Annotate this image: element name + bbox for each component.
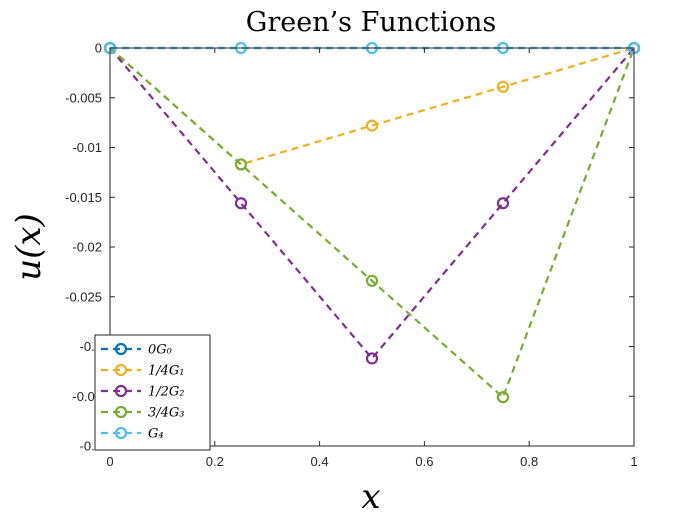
data-point <box>365 274 379 287</box>
legend-entry: 0G₀ <box>101 343 173 358</box>
y-tick-label: -0.025 <box>65 289 102 304</box>
legend-label: 0G₀ <box>148 343 173 358</box>
data-point <box>234 158 248 171</box>
data-point <box>365 352 379 365</box>
x-tick-label: 0 <box>106 454 113 469</box>
legend-label: 1/2G₂ <box>148 385 185 400</box>
legend-entry: 3/4G₃ <box>101 406 185 421</box>
data-point <box>234 197 248 210</box>
legend-box <box>94 334 211 451</box>
legend: 0G₀ 1/4G₁ 1/2G₂ 3/4G₃ G₄ <box>94 334 211 451</box>
y-tick-label: -0.02 <box>72 240 102 255</box>
legend-label: 1/4G₁ <box>148 364 185 379</box>
x-tick-label: 0.2 <box>206 454 224 469</box>
series-line <box>109 46 635 166</box>
x-axis-label: x <box>361 477 380 517</box>
legend-swatch-marker <box>114 384 128 398</box>
series-line <box>109 47 635 361</box>
data-point <box>496 197 510 210</box>
data-point <box>496 80 510 93</box>
legend-label: 3/4G₃ <box>148 406 185 421</box>
x-tick-label: 1 <box>630 454 637 469</box>
legend-swatch-marker <box>114 426 128 440</box>
x-tick-label: 0.4 <box>311 454 329 469</box>
y-tick-label: -0.01 <box>72 140 102 155</box>
legend-entry: G₄ <box>101 427 164 442</box>
legend-entry: 1/2G₂ <box>101 385 185 400</box>
y-axis-label: u(x) <box>9 213 49 281</box>
chart-title: Green’s Functions <box>246 7 496 38</box>
legend-swatch-marker <box>114 342 128 356</box>
x-tick-label: 0.6 <box>415 454 433 469</box>
legend-entry: 1/4G₁ <box>101 364 185 379</box>
y-tick-label: 0 <box>95 41 102 56</box>
series-line <box>109 47 636 400</box>
y-tick-label: -0.005 <box>65 90 102 105</box>
x-tick-label: 0.8 <box>520 454 538 469</box>
legend-swatch-marker <box>114 363 128 377</box>
data-point <box>496 391 510 404</box>
legend-label: G₄ <box>148 427 164 442</box>
y-tick-label: -0.015 <box>65 190 102 205</box>
data-point <box>365 119 379 132</box>
legend-swatch-marker <box>114 405 128 419</box>
